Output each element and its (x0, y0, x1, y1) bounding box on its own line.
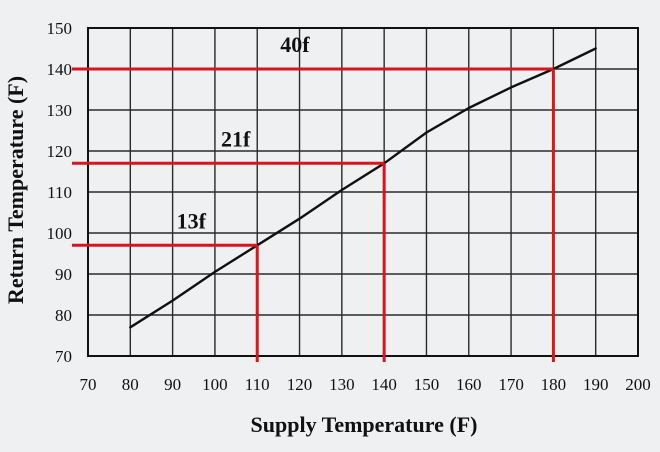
y-tick-120: 120 (47, 142, 73, 161)
x-tick-100: 100 (202, 375, 228, 394)
series-line-0 (129, 47, 597, 329)
y-axis-title: Return Temperature (F) (3, 76, 28, 304)
x-tick-170: 170 (498, 375, 524, 394)
x-tick-110: 110 (245, 375, 270, 394)
x-tick-160: 160 (456, 375, 482, 394)
series-curve (129, 47, 597, 329)
x-tick-120: 120 (287, 375, 313, 394)
y-tick-100: 100 (47, 224, 73, 243)
x-tick-70: 70 (80, 375, 97, 394)
x-tick-labels: 70 80 90 100 110 120 130 140 150 160 170 180 190 200 (80, 375, 651, 394)
annotation-markers: 13f 21f 40f (72, 32, 555, 362)
y-tick-labels: 70 80 90 100 110 120 130 140 150 (47, 19, 73, 366)
y-tick-130: 130 (47, 101, 73, 120)
y-tick-110: 110 (47, 183, 72, 202)
x-tick-180: 180 (541, 375, 567, 394)
y-tick-70: 70 (55, 347, 72, 366)
x-tick-90: 90 (164, 375, 181, 394)
grid-lines (87, 27, 639, 357)
annotation-label-0: 13f (177, 208, 207, 233)
y-tick-140: 140 (47, 60, 73, 79)
x-tick-140: 140 (371, 375, 397, 394)
x-tick-130: 130 (329, 375, 355, 394)
x-tick-190: 190 (583, 375, 609, 394)
plot-frame (87, 27, 639, 357)
x-tick-200: 200 (625, 375, 651, 394)
x-axis-title: Supply Temperature (F) (251, 412, 478, 437)
annotation-label-2: 40f (280, 32, 310, 57)
y-tick-150: 150 (47, 19, 73, 38)
x-tick-80: 80 (122, 375, 139, 394)
x-tick-150: 150 (414, 375, 440, 394)
y-tick-80: 80 (55, 306, 72, 325)
annotation-label-1: 21f (221, 126, 251, 151)
y-tick-90: 90 (55, 265, 72, 284)
